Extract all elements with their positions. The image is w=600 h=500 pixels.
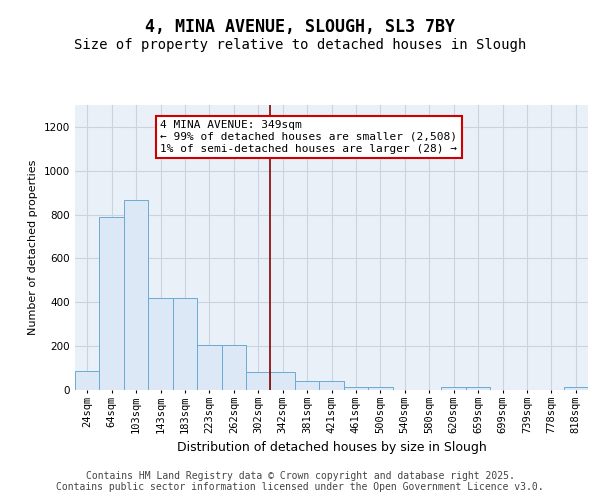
Bar xyxy=(563,386,588,390)
Bar xyxy=(124,200,148,390)
Bar xyxy=(442,386,466,390)
X-axis label: Distribution of detached houses by size in Slough: Distribution of detached houses by size … xyxy=(176,442,487,454)
Text: 4 MINA AVENUE: 349sqm
← 99% of detached houses are smaller (2,508)
1% of semi-de: 4 MINA AVENUE: 349sqm ← 99% of detached … xyxy=(161,120,458,154)
Bar xyxy=(466,386,490,390)
Bar xyxy=(100,217,124,390)
Bar xyxy=(173,298,197,390)
Y-axis label: Number of detached properties: Number of detached properties xyxy=(28,160,38,335)
Bar xyxy=(148,298,173,390)
Bar xyxy=(319,381,344,390)
Text: Size of property relative to detached houses in Slough: Size of property relative to detached ho… xyxy=(74,38,526,52)
Bar xyxy=(221,345,246,390)
Bar xyxy=(295,381,319,390)
Text: 4, MINA AVENUE, SLOUGH, SL3 7BY: 4, MINA AVENUE, SLOUGH, SL3 7BY xyxy=(145,18,455,36)
Bar xyxy=(344,386,368,390)
Bar xyxy=(246,372,271,390)
Bar xyxy=(197,345,221,390)
Bar xyxy=(75,372,100,390)
Bar xyxy=(368,386,392,390)
Text: Contains HM Land Registry data © Crown copyright and database right 2025.
Contai: Contains HM Land Registry data © Crown c… xyxy=(56,471,544,492)
Bar xyxy=(271,372,295,390)
